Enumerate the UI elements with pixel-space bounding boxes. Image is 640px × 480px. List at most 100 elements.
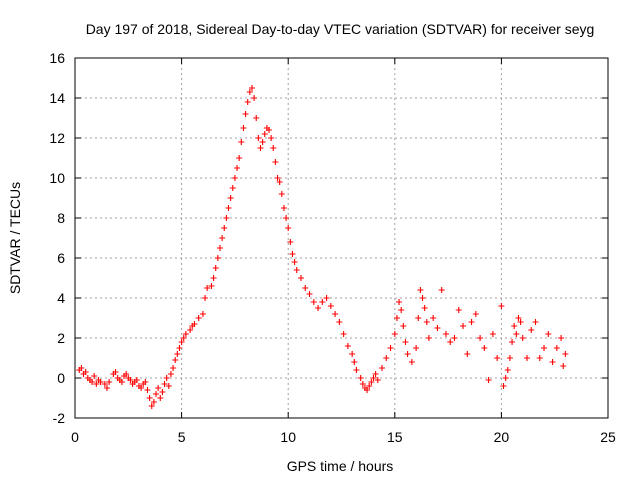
data-point: [291, 259, 298, 265]
data-point: [268, 135, 275, 141]
data-point: [553, 345, 560, 351]
data-point: [340, 331, 347, 337]
data-point: [227, 195, 234, 201]
data-point: [231, 175, 238, 181]
y-tick-label: -2: [53, 410, 66, 426]
data-point: [251, 95, 258, 101]
data-point: [430, 315, 437, 321]
data-point: [417, 287, 424, 293]
data-point: [419, 295, 426, 301]
data-point: [404, 351, 411, 357]
data-point: [374, 377, 381, 383]
data-point: [174, 351, 181, 357]
axis-ticks: [74, 57, 609, 419]
data-point: [248, 85, 255, 91]
data-point: [266, 127, 273, 133]
data-point: [302, 285, 309, 291]
data-point: [481, 345, 488, 351]
data-point: [372, 371, 379, 377]
data-point: [89, 379, 96, 385]
data-point: [274, 175, 281, 181]
data-point: [180, 335, 187, 341]
data-point: [485, 377, 492, 383]
x-tick-label: 0: [71, 429, 79, 445]
data-point: [91, 373, 98, 379]
data-point: [216, 245, 223, 251]
data-point: [276, 179, 283, 185]
y-tick-label: 6: [57, 250, 65, 266]
data-point: [504, 367, 511, 373]
data-point: [138, 385, 145, 391]
data-point: [165, 383, 172, 389]
data-point: [123, 371, 130, 377]
data-point: [163, 375, 170, 381]
data-point: [261, 131, 268, 137]
data-point: [161, 381, 168, 387]
data-point: [101, 381, 108, 387]
data-point: [545, 331, 552, 337]
data-point: [402, 339, 409, 345]
y-tick-label: 14: [49, 90, 65, 106]
data-point: [159, 389, 166, 395]
data-point: [319, 299, 326, 305]
data-point: [285, 225, 292, 231]
data-point: [272, 159, 279, 165]
data-point: [270, 145, 277, 151]
data-point: [359, 381, 366, 387]
data-point: [498, 303, 505, 309]
data-point: [244, 99, 251, 105]
data-point: [509, 339, 516, 345]
data-point: [351, 359, 358, 365]
y-tick-label: 10: [49, 170, 65, 186]
data-point: [357, 375, 364, 381]
data-point: [259, 139, 266, 145]
data-point: [144, 387, 151, 393]
data-point: [451, 335, 458, 341]
data-point: [253, 115, 260, 121]
data-point: [223, 215, 230, 221]
data-point: [287, 239, 294, 245]
y-tick-label: 2: [57, 330, 65, 346]
data-point: [236, 155, 243, 161]
data-point: [214, 255, 221, 261]
data-point: [532, 319, 539, 325]
data-point: [393, 315, 400, 321]
data-point: [234, 165, 241, 171]
data-point: [204, 285, 211, 291]
data-point: [519, 335, 526, 341]
data-points: [76, 85, 569, 409]
data-point: [396, 299, 403, 305]
data-point: [447, 339, 454, 345]
data-point: [93, 381, 100, 387]
data-point: [97, 379, 104, 385]
y-tick-label: 16: [49, 50, 65, 66]
data-point: [455, 307, 462, 313]
data-point: [477, 335, 484, 341]
data-point: [202, 295, 209, 301]
data-point: [178, 339, 185, 345]
data-point: [413, 345, 420, 351]
data-point: [323, 295, 330, 301]
y-tick-label: 4: [57, 290, 65, 306]
data-point: [366, 383, 373, 389]
data-point: [415, 315, 422, 321]
tick-labels: 0 5 10 15 20 25 -2 0 2 4 6 8 10 12 14 16: [49, 50, 616, 445]
data-point: [400, 323, 407, 329]
data-point: [212, 265, 219, 271]
data-point: [118, 379, 125, 385]
data-point: [560, 363, 567, 369]
data-point: [297, 275, 304, 281]
data-point: [103, 385, 110, 391]
data-point: [344, 343, 351, 349]
data-point: [310, 299, 317, 305]
data-point: [172, 357, 179, 363]
data-point: [368, 379, 375, 385]
data-point: [425, 335, 432, 341]
data-point: [336, 319, 343, 325]
data-point: [460, 323, 467, 329]
data-point: [240, 125, 247, 131]
data-point: [558, 335, 565, 341]
data-point: [219, 235, 226, 241]
data-point: [238, 139, 245, 145]
data-point: [255, 135, 262, 141]
